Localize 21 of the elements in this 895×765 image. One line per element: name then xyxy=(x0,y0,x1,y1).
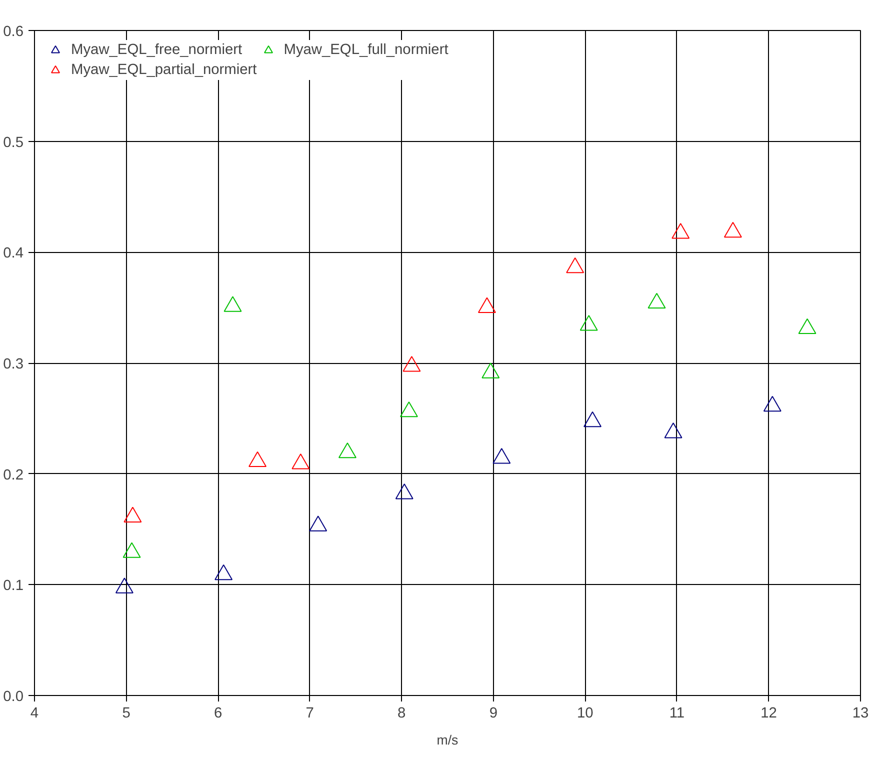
y-tick-label: 0.4 xyxy=(3,246,24,262)
x-tick-label: 10 xyxy=(577,706,594,722)
x-tick-label: 4 xyxy=(30,706,39,722)
x-tick-label: 13 xyxy=(852,706,869,722)
y-tick-label: 0.3 xyxy=(3,356,24,372)
y-tick-label: 0.0 xyxy=(3,689,24,705)
x-tick-label: 9 xyxy=(489,706,498,722)
x-tick-label: 6 xyxy=(214,706,222,722)
x-tick-label: 7 xyxy=(306,706,314,722)
y-tick-label: 0.6 xyxy=(3,24,24,40)
legend-label: Myaw_EQL_partial_normiert xyxy=(71,62,257,78)
x-tick-label: 5 xyxy=(122,706,130,722)
legend-label: Myaw_EQL_full_normiert xyxy=(284,42,448,58)
x-tick-label: 8 xyxy=(398,706,406,722)
y-tick-label: 0.5 xyxy=(3,134,24,151)
x-tick-label: 12 xyxy=(760,706,777,722)
y-tick-label: 0.2 xyxy=(3,467,24,484)
x-axis-title: m/s xyxy=(436,732,459,748)
x-tick-label: 11 xyxy=(669,706,685,722)
legend-label: Myaw_EQL_free_normiert xyxy=(71,42,242,58)
y-tick-label: 0.1 xyxy=(3,578,24,594)
